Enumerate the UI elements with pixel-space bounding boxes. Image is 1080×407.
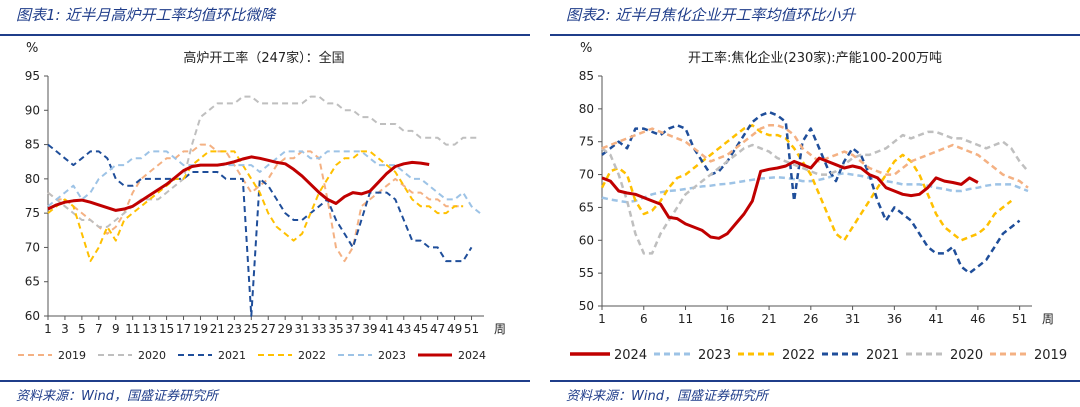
legend-label-2019: 2019 bbox=[1034, 348, 1067, 363]
chart-title: 开工率:焦化企业(230家):产能100-200万吨 bbox=[688, 50, 942, 66]
x-tick-label: 11 bbox=[125, 322, 140, 336]
series-line-2019 bbox=[47, 143, 464, 263]
x-tick-label: 11 bbox=[678, 312, 693, 326]
y-tick-label: 70 bbox=[579, 168, 594, 182]
y-tick-label: 75 bbox=[579, 135, 594, 149]
x-tick-label: 47 bbox=[430, 322, 445, 336]
y-tick-label: 50 bbox=[579, 299, 594, 313]
x-tick-label: 49 bbox=[447, 322, 462, 336]
series-line-2024 bbox=[601, 156, 979, 240]
x-tick-label: 9 bbox=[112, 322, 120, 336]
left-panel: 图表1: 近半月高炉开工率均值环比微降 高炉开工率（247家）：全国% 60 65 7… bbox=[0, 0, 530, 405]
x-tick-label: 17 bbox=[176, 322, 191, 336]
x-tick-label: 23 bbox=[227, 322, 242, 336]
left-source-text: 资料来源：Wind，国盛证券研究所 bbox=[16, 389, 218, 404]
y-tick-label: 80 bbox=[579, 102, 594, 116]
series-line-2020 bbox=[47, 95, 480, 228]
y-tick-label: 65 bbox=[25, 275, 40, 289]
y-tick-label: 90 bbox=[25, 103, 40, 117]
x-tick-label: 35 bbox=[328, 322, 343, 336]
x-tick-label: 3 bbox=[61, 322, 69, 336]
series-line-2019 bbox=[601, 124, 1029, 189]
legend-label-2024: 2024 bbox=[614, 348, 647, 363]
right-header-title: 图表2: 近半月焦化企业开工率均值环比小升 bbox=[566, 6, 856, 24]
x-tick-label: 13 bbox=[142, 322, 157, 336]
x-tick-label: 7 bbox=[95, 322, 103, 336]
series-line-2021 bbox=[601, 110, 1021, 275]
y-tick-label: 60 bbox=[25, 309, 40, 323]
right-source-text: 资料来源：Wind，国盛证券研究所 bbox=[566, 389, 768, 404]
x-tick-label: 31 bbox=[294, 322, 309, 336]
legend-label-2021: 2021 bbox=[866, 348, 899, 363]
y-tick-label: 60 bbox=[579, 233, 594, 247]
x-tick-label: 5 bbox=[78, 322, 86, 336]
legend-label-2023: 2023 bbox=[378, 349, 406, 362]
series-line-2022 bbox=[47, 150, 464, 263]
x-tick-label: 36 bbox=[887, 312, 902, 326]
series-line-2021 bbox=[47, 143, 473, 317]
legend-label-2023: 2023 bbox=[698, 348, 731, 363]
legend-label-2021: 2021 bbox=[218, 349, 246, 362]
x-tick-label: 43 bbox=[396, 322, 411, 336]
legend-label-2020: 2020 bbox=[950, 348, 983, 363]
series-line-2023 bbox=[47, 150, 481, 214]
y-axis-unit-label: % bbox=[580, 41, 592, 56]
series-line-2020 bbox=[601, 130, 1029, 255]
x-tick-label: 27 bbox=[261, 322, 276, 336]
right-footer: 资料来源：Wind，国盛证券研究所 bbox=[550, 380, 1080, 407]
x-tick-label: 1 bbox=[598, 312, 606, 326]
legend-label-2022: 2022 bbox=[782, 348, 815, 363]
y-tick-label: 70 bbox=[25, 240, 40, 254]
y-tick-label: 85 bbox=[25, 138, 40, 152]
legend-label-2022: 2022 bbox=[298, 349, 326, 362]
series-line-2023 bbox=[601, 172, 1029, 204]
x-tick-label: 45 bbox=[413, 322, 428, 336]
x-tick-label: 46 bbox=[970, 312, 985, 326]
y-tick-label: 85 bbox=[579, 69, 594, 83]
x-tick-label: 1 bbox=[44, 322, 52, 336]
x-tick-label: 51 bbox=[1012, 312, 1027, 326]
series-line-2024 bbox=[47, 155, 430, 212]
series-line-2022 bbox=[600, 124, 1013, 242]
x-axis-title: 周 bbox=[1042, 312, 1054, 326]
x-tick-label: 31 bbox=[845, 312, 860, 326]
y-tick-label: 75 bbox=[25, 206, 40, 220]
x-tick-label: 37 bbox=[345, 322, 360, 336]
left-footer: 资料来源：Wind，国盛证券研究所 bbox=[0, 380, 530, 407]
y-tick-label: 80 bbox=[25, 172, 40, 186]
x-tick-label: 41 bbox=[928, 312, 943, 326]
right-header: 图表2: 近半月焦化企业开工率均值环比小升 bbox=[550, 0, 1080, 36]
y-axis-unit-label: % bbox=[26, 41, 38, 56]
right-panel: 图表2: 近半月焦化企业开工率均值环比小升 开工率:焦化企业(230家):产能1… bbox=[550, 0, 1080, 405]
coking-chart: 开工率:焦化企业(230家):产能100-200万吨% 50 55 60 65 70 75 8… bbox=[570, 41, 1067, 363]
left-header-title: 图表1: 近半月高炉开工率均值环比微降 bbox=[16, 6, 276, 24]
x-tick-label: 51 bbox=[464, 322, 479, 336]
x-tick-label: 21 bbox=[210, 322, 225, 336]
x-tick-label: 19 bbox=[193, 322, 208, 336]
x-tick-label: 15 bbox=[159, 322, 174, 336]
x-tick-label: 29 bbox=[278, 322, 293, 336]
x-tick-label: 39 bbox=[362, 322, 377, 336]
x-tick-label: 6 bbox=[640, 312, 648, 326]
chart-title: 高炉开工率（247家）：全国 bbox=[183, 50, 344, 66]
y-tick-label: 55 bbox=[579, 266, 594, 280]
x-axis-title: 周 bbox=[494, 322, 506, 336]
x-tick-label: 26 bbox=[803, 312, 818, 326]
x-tick-label: 16 bbox=[720, 312, 735, 326]
x-tick-label: 33 bbox=[311, 322, 326, 336]
x-tick-label: 25 bbox=[244, 322, 259, 336]
x-tick-label: 21 bbox=[761, 312, 776, 326]
legend-label-2024: 2024 bbox=[458, 349, 486, 362]
left-header: 图表1: 近半月高炉开工率均值环比微降 bbox=[0, 0, 530, 36]
y-tick-label: 95 bbox=[25, 69, 40, 83]
x-tick-label: 41 bbox=[379, 322, 394, 336]
legend-label-2020: 2020 bbox=[138, 349, 166, 362]
y-tick-label: 65 bbox=[579, 200, 594, 214]
legend-label-2019: 2019 bbox=[58, 349, 86, 362]
